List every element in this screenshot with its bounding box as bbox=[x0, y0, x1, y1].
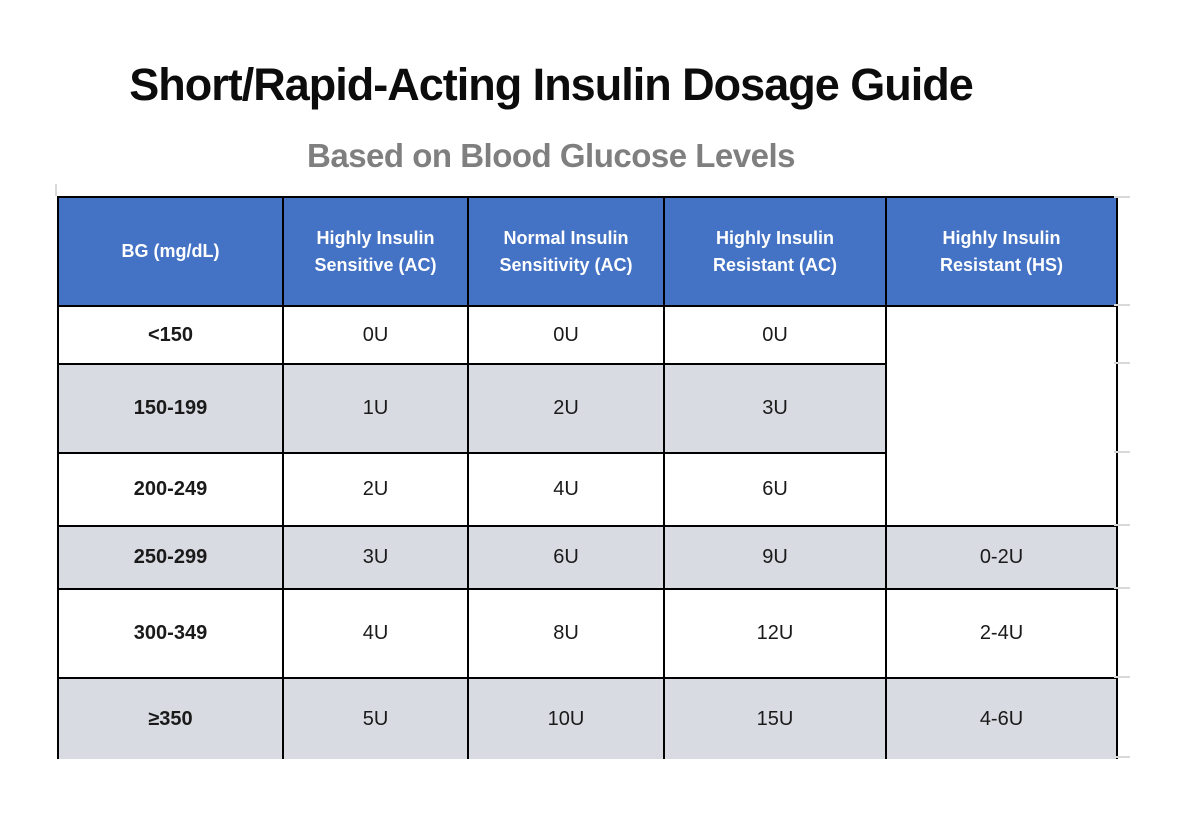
dosage-table-container: BG (mg/dL) Highly Insulin Sensitive (AC)… bbox=[57, 196, 1118, 759]
dosage-table: BG (mg/dL) Highly Insulin Sensitive (AC)… bbox=[57, 196, 1118, 759]
table-row: 150-199 1U 2U 3U bbox=[57, 363, 1117, 454]
dose-cell: 12U bbox=[663, 588, 887, 679]
dose-cell: 10U bbox=[467, 677, 665, 759]
bg-range-cell: ≥350 bbox=[57, 677, 284, 759]
dose-cell: 0U bbox=[282, 305, 469, 365]
dose-cell: 9U bbox=[663, 525, 887, 590]
gridline-stub bbox=[1114, 756, 1130, 758]
gridline-stub bbox=[1114, 196, 1130, 198]
gridline-stub bbox=[1114, 524, 1130, 526]
dose-cell: 4U bbox=[467, 452, 665, 527]
table-row: 250-299 3U 6U 9U 0-2U bbox=[57, 525, 1118, 590]
header-highly-resistant-hs: Highly Insulin Resistant (HS) bbox=[885, 196, 1118, 307]
table-row: ≥350 5U 10U 15U 4-6U bbox=[57, 677, 1118, 759]
bg-range-cell: 150-199 bbox=[57, 363, 284, 454]
gridline-stub bbox=[1114, 362, 1130, 364]
page-title: Short/Rapid-Acting Insulin Dosage Guide bbox=[129, 59, 974, 110]
header-highly-resistant-ac: Highly Insulin Resistant (AC) bbox=[663, 196, 887, 307]
bg-range-cell: 250-299 bbox=[57, 525, 284, 590]
bg-range-cell: 200-249 bbox=[57, 452, 284, 527]
dose-cell: 15U bbox=[663, 677, 887, 759]
bg-range-cell: 300-349 bbox=[57, 588, 284, 679]
dose-cell: 1U bbox=[282, 363, 469, 454]
gridline-stub bbox=[55, 184, 57, 196]
dose-cell: 0U bbox=[467, 305, 665, 365]
header-highly-sensitive-ac: Highly Insulin Sensitive (AC) bbox=[282, 196, 469, 307]
dose-cell: 6U bbox=[663, 452, 887, 527]
dose-cell: 6U bbox=[467, 525, 665, 590]
dose-cell: 4-6U bbox=[885, 677, 1118, 759]
gridline-stub bbox=[1114, 587, 1130, 589]
dose-cell: 5U bbox=[282, 677, 469, 759]
gridline-stub bbox=[1114, 676, 1130, 678]
dose-cell: 2-4U bbox=[885, 588, 1118, 679]
merged-empty-hs-cell bbox=[885, 305, 1118, 527]
dose-cell: 8U bbox=[467, 588, 665, 679]
dose-cell: 3U bbox=[663, 363, 887, 454]
page-subtitle: Based on Blood Glucose Levels bbox=[307, 137, 795, 174]
header-normal-sensitivity-ac: Normal Insulin Sensitivity (AC) bbox=[467, 196, 665, 307]
table-row: <150 0U 0U 0U bbox=[57, 305, 1118, 527]
dose-cell: 2U bbox=[282, 452, 469, 527]
dose-cell: 0-2U bbox=[885, 525, 1118, 590]
dose-cell: 4U bbox=[282, 588, 469, 679]
gridline-stub bbox=[1114, 304, 1130, 306]
dose-cell: 3U bbox=[282, 525, 469, 590]
header-bg-mgdl: BG (mg/dL) bbox=[57, 196, 284, 307]
dose-cell: 0U bbox=[663, 305, 887, 365]
bg-range-cell: <150 bbox=[57, 305, 284, 365]
dose-cell: 2U bbox=[467, 363, 665, 454]
table-row: 200-249 2U 4U 6U bbox=[57, 452, 1117, 527]
table-row: 300-349 4U 8U 12U 2-4U bbox=[57, 588, 1118, 679]
gridline-stub bbox=[1114, 451, 1130, 453]
header-row: BG (mg/dL) Highly Insulin Sensitive (AC)… bbox=[57, 196, 1118, 307]
